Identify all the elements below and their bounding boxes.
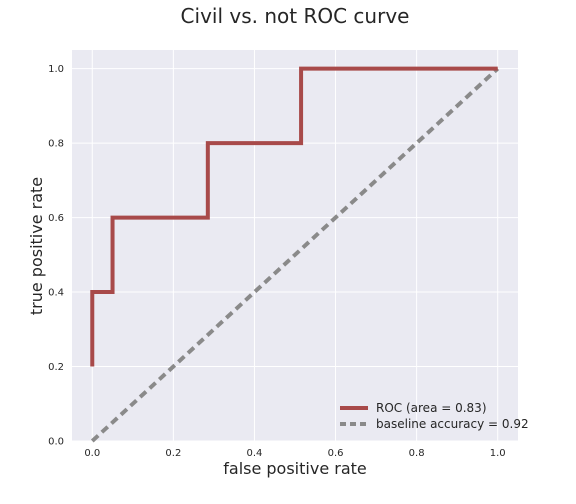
tick-labels: 0.0 0.2 0.4 0.6 0.8 1.0 0.0 0.2 0.4 0.6 0.8 1.0 (48, 64, 506, 459)
baseline-series-line (90, 67, 500, 443)
x-tick-label: 0.8 (409, 448, 425, 459)
legend-label: baseline accuracy = 0.92 (376, 417, 529, 431)
y-tick-label: 0.0 (48, 437, 64, 448)
legend: ROC (area = 0.83) baseline accuracy = 0.9… (340, 401, 529, 431)
y-tick-label: 0.4 (48, 288, 64, 299)
y-tick-label: 0.2 (48, 362, 64, 373)
x-tick-label: 0.0 (84, 448, 100, 459)
y-axis-label: true positive rate (27, 177, 46, 315)
x-tick-label: 0.4 (247, 448, 263, 459)
x-tick-label: 1.0 (490, 448, 506, 459)
grid (72, 50, 518, 442)
x-tick-label: 0.6 (328, 448, 344, 459)
y-tick-label: 1.0 (48, 64, 64, 75)
legend-label: ROC (area = 0.83) (376, 401, 487, 415)
chart-title: Civil vs. not ROC curve (181, 4, 410, 28)
roc-series-line (90, 66, 498, 367)
x-tick-label: 0.2 (165, 448, 181, 459)
y-tick-label: 0.8 (48, 139, 64, 150)
x-axis-label: false positive rate (223, 459, 367, 478)
y-tick-label: 0.6 (48, 213, 64, 224)
plot-area (72, 50, 518, 441)
series-layer (90, 66, 500, 443)
